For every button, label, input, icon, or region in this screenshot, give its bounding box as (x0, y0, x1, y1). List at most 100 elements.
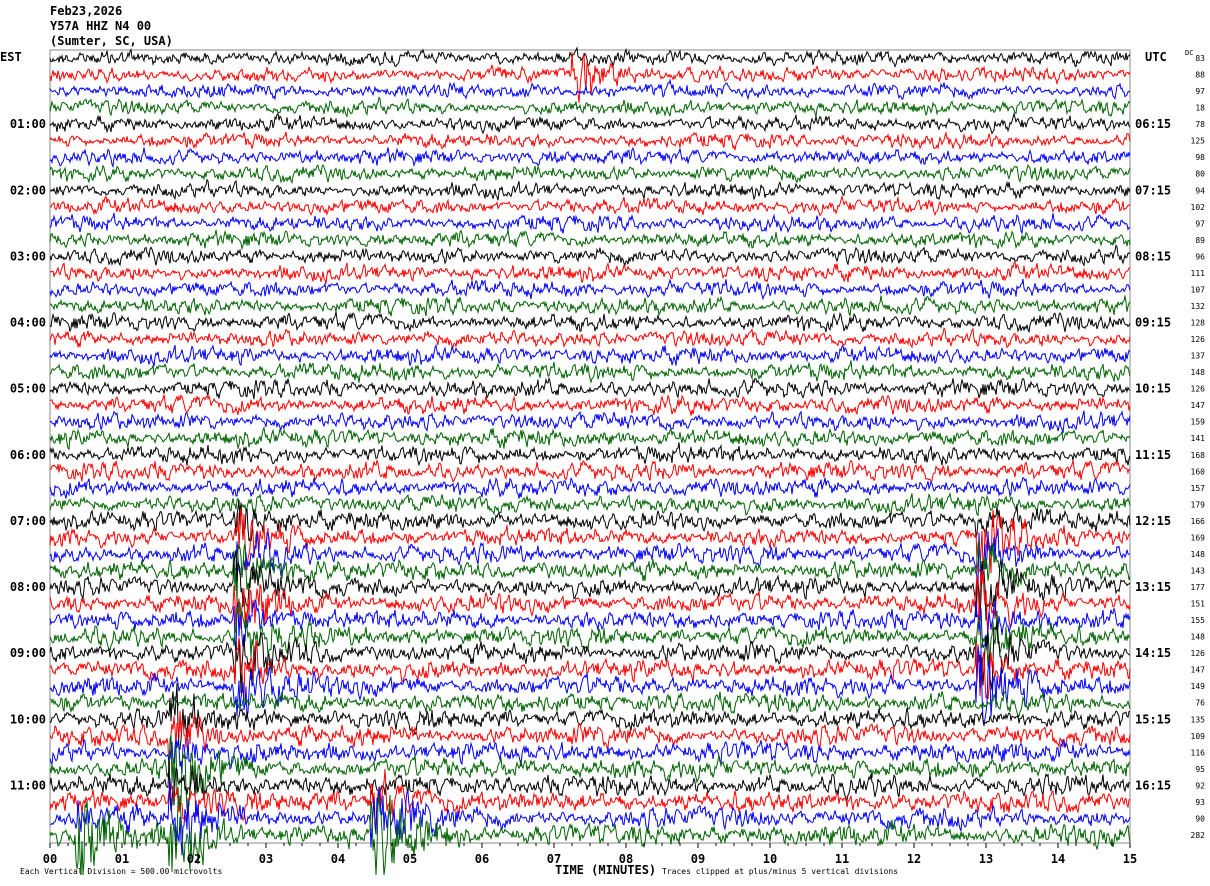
dc-offset-20: 126 (1191, 385, 1206, 394)
dc-offset-6: 98 (1195, 153, 1205, 162)
dc-offset-17: 126 (1191, 335, 1206, 344)
x-tick-label: 09 (691, 852, 705, 866)
left-time-label: 10:00 (10, 712, 46, 726)
trace-row-23 (49, 425, 1131, 451)
x-tick-label: 11 (835, 852, 849, 866)
trace-row-10 (49, 212, 1131, 235)
x-tick-label: 15 (1123, 852, 1137, 866)
left-time-label: 04:00 (10, 316, 46, 330)
left-time-label: 02:00 (10, 183, 46, 197)
dc-offset-0: 83 (1195, 54, 1205, 63)
right-time-label: 06:15 (1135, 117, 1171, 131)
right-time-label: 12:15 (1135, 514, 1171, 528)
trace-row-22 (49, 410, 1131, 434)
dc-offset-25: 160 (1191, 467, 1206, 476)
dc-offset-5: 125 (1191, 137, 1206, 146)
dc-offset-23: 141 (1191, 434, 1206, 443)
left-time-label: 05:00 (10, 382, 46, 396)
x-tick-label: 14 (1051, 852, 1065, 866)
dc-offset-21: 147 (1191, 401, 1206, 410)
trace-row-9 (49, 194, 1131, 217)
footer-scale: Each Vertical Division = 500.00 microvol… (20, 867, 222, 876)
dc-offset-47: 282 (1191, 831, 1206, 840)
trace-row-6 (49, 146, 1131, 169)
dc-offset-3: 18 (1195, 104, 1205, 113)
trace-row-26 (49, 476, 1131, 499)
right-time-label: 07:15 (1135, 183, 1171, 197)
left-time-label: 08:00 (10, 580, 46, 594)
dc-offset-31: 143 (1191, 566, 1206, 575)
trace-row-13 (49, 260, 1131, 284)
trace-row-0 (49, 46, 1131, 69)
trace-row-32 (49, 549, 1131, 621)
trace-row-25 (49, 459, 1131, 483)
x-tick-label: 01 (115, 852, 129, 866)
dc-offset-26: 157 (1191, 484, 1206, 493)
left-time-label: 09:00 (10, 646, 46, 660)
dc-offset-29: 169 (1191, 533, 1206, 542)
trace-row-43 (49, 735, 1130, 810)
trace-row-33 (49, 569, 1131, 635)
right-time-label: 13:15 (1135, 580, 1171, 594)
right-time-label: 16:15 (1135, 778, 1171, 792)
left-time-label: 07:00 (10, 514, 46, 528)
dc-label: DC (1185, 49, 1193, 57)
dc-offset-9: 102 (1191, 203, 1206, 212)
trace-row-11 (49, 229, 1131, 251)
dc-offset-30: 148 (1191, 550, 1206, 559)
trace-row-34 (49, 599, 1131, 653)
left-time-label: 01:00 (10, 117, 46, 131)
dc-offset-10: 97 (1195, 219, 1205, 228)
trace-row-21 (49, 394, 1131, 416)
dc-offset-11: 89 (1195, 236, 1205, 245)
trace-row-29 (49, 508, 1131, 574)
trace-row-39 (49, 691, 1131, 718)
dc-offset-4: 78 (1195, 120, 1205, 129)
right-timezone: UTC (1145, 50, 1167, 64)
trace-row-42 (49, 738, 1131, 775)
dc-offset-24: 168 (1191, 451, 1206, 460)
trace-row-38 (49, 646, 1131, 727)
x-tick-label: 06 (475, 852, 489, 866)
dc-offset-34: 155 (1191, 616, 1206, 625)
x-tick-label: 03 (259, 852, 273, 866)
trace-row-40 (49, 683, 1131, 751)
trace-row-19 (49, 360, 1131, 384)
trace-row-20 (49, 376, 1131, 400)
right-time-label: 14:15 (1135, 646, 1171, 660)
x-tick-label: 04 (331, 852, 345, 866)
dc-offset-41: 109 (1191, 732, 1206, 741)
dc-offset-42: 116 (1191, 748, 1206, 757)
x-tick-label: 02 (187, 852, 201, 866)
dc-offset-32: 177 (1191, 583, 1206, 592)
dc-offset-38: 149 (1191, 682, 1206, 691)
dc-offset-39: 76 (1195, 699, 1205, 708)
right-time-label: 08:15 (1135, 249, 1171, 263)
footer-clip: Traces clipped at plus/minus 5 vertical … (662, 867, 898, 876)
left-time-label: 03:00 (10, 249, 46, 263)
x-tick-label: 13 (979, 852, 993, 866)
trace-row-45 (49, 768, 1131, 832)
trace-row-4 (49, 111, 1131, 135)
x-tick-label: 07 (547, 852, 561, 866)
dc-offset-15: 132 (1191, 302, 1206, 311)
trace-row-14 (49, 278, 1131, 301)
dc-offset-7: 80 (1195, 170, 1205, 179)
trace-row-31 (49, 540, 1131, 605)
dc-offset-12: 96 (1195, 252, 1205, 261)
dc-offset-45: 93 (1195, 798, 1205, 807)
right-time-label: 09:15 (1135, 316, 1171, 330)
right-time-label: 10:15 (1135, 382, 1171, 396)
dc-offset-2: 97 (1195, 87, 1205, 96)
trace-row-46 (50, 778, 1131, 856)
left-time-label: 11:00 (10, 778, 46, 792)
dc-offset-19: 148 (1191, 368, 1206, 377)
x-tick-label: 10 (763, 852, 777, 866)
dc-offset-44: 92 (1195, 781, 1205, 790)
trace-row-30 (49, 528, 1131, 586)
trace-row-36 (49, 622, 1131, 694)
trace-row-16 (49, 311, 1131, 334)
trace-row-5 (49, 130, 1131, 151)
